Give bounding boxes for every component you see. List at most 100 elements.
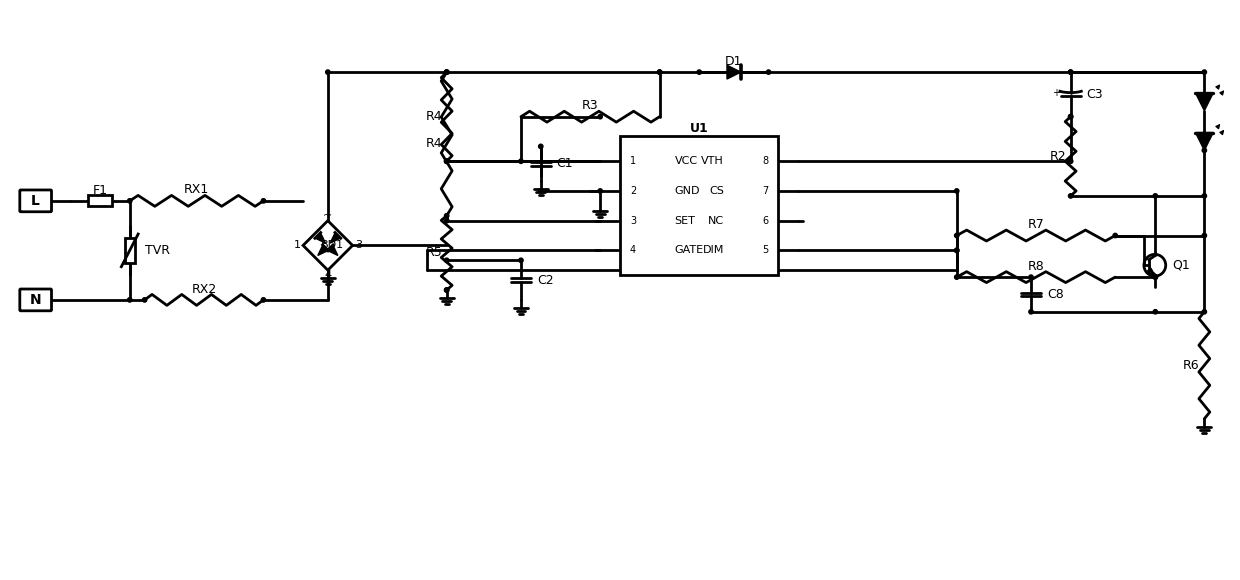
Circle shape: [143, 298, 146, 302]
Circle shape: [1069, 114, 1073, 119]
Text: R2: R2: [1049, 150, 1066, 163]
Circle shape: [444, 213, 449, 218]
Text: R7: R7: [1028, 218, 1044, 231]
Text: D1: D1: [725, 55, 743, 68]
Circle shape: [955, 275, 959, 280]
Text: RX1: RX1: [184, 183, 210, 197]
Text: 3: 3: [630, 216, 636, 226]
Circle shape: [1069, 70, 1073, 74]
Polygon shape: [1195, 132, 1213, 150]
Circle shape: [1029, 275, 1033, 280]
Text: 1: 1: [294, 241, 300, 251]
Text: 5: 5: [763, 245, 769, 255]
Polygon shape: [1195, 93, 1213, 111]
Text: SET: SET: [675, 216, 696, 226]
Bar: [620, 136, 779, 275]
Circle shape: [955, 248, 959, 252]
Circle shape: [1202, 148, 1207, 153]
Text: GATE: GATE: [675, 245, 703, 255]
Text: 7: 7: [763, 186, 769, 196]
Circle shape: [128, 298, 131, 302]
Text: N: N: [30, 293, 41, 307]
Text: NC: NC: [708, 216, 724, 226]
FancyBboxPatch shape: [20, 289, 52, 311]
Circle shape: [1069, 114, 1073, 119]
Text: RX2: RX2: [191, 282, 217, 295]
Circle shape: [766, 70, 771, 74]
Circle shape: [128, 199, 131, 203]
Text: 2: 2: [630, 186, 636, 196]
Circle shape: [1202, 70, 1207, 74]
Polygon shape: [327, 245, 337, 255]
Text: L: L: [31, 194, 40, 208]
Circle shape: [444, 258, 449, 263]
Text: U1: U1: [689, 122, 708, 135]
Text: 4: 4: [325, 270, 331, 280]
Circle shape: [538, 188, 543, 193]
Text: R6: R6: [1183, 359, 1200, 372]
Text: C2: C2: [537, 274, 553, 287]
Text: 3: 3: [355, 241, 362, 251]
Circle shape: [955, 188, 959, 193]
Circle shape: [1202, 194, 1207, 198]
Bar: [125, 237, 135, 263]
Circle shape: [444, 159, 449, 164]
Text: 6: 6: [763, 216, 769, 226]
Circle shape: [444, 70, 449, 74]
Bar: [88, 195, 112, 206]
Circle shape: [326, 70, 330, 74]
Text: 4: 4: [630, 245, 636, 255]
Circle shape: [1153, 310, 1157, 314]
Circle shape: [444, 159, 449, 164]
Text: ~: ~: [324, 211, 332, 221]
Circle shape: [955, 233, 959, 238]
Text: TVR: TVR: [145, 244, 170, 257]
Circle shape: [444, 288, 449, 292]
Circle shape: [444, 70, 449, 74]
Circle shape: [262, 199, 265, 203]
Text: BD1: BD1: [321, 241, 345, 251]
Text: CS: CS: [709, 186, 724, 196]
Circle shape: [1069, 159, 1073, 164]
Text: 8: 8: [763, 156, 769, 166]
Circle shape: [518, 258, 523, 263]
Circle shape: [444, 70, 449, 74]
Text: 1: 1: [630, 156, 636, 166]
Text: VCC: VCC: [675, 156, 698, 166]
Circle shape: [444, 288, 449, 292]
Circle shape: [1153, 194, 1157, 198]
Text: R4: R4: [425, 137, 443, 150]
Circle shape: [697, 70, 702, 74]
Circle shape: [1202, 310, 1207, 314]
Circle shape: [955, 248, 959, 252]
Text: C1: C1: [557, 157, 573, 170]
Circle shape: [1153, 275, 1157, 280]
Circle shape: [1029, 310, 1033, 314]
Circle shape: [262, 298, 265, 302]
FancyBboxPatch shape: [20, 190, 52, 212]
Circle shape: [444, 159, 449, 164]
Circle shape: [1069, 194, 1073, 198]
Circle shape: [657, 70, 662, 74]
Text: R8: R8: [1028, 260, 1044, 273]
Text: GND: GND: [675, 186, 699, 196]
Text: Q1: Q1: [1173, 259, 1190, 272]
Text: C8: C8: [1047, 288, 1064, 301]
Text: R3: R3: [582, 99, 599, 113]
Circle shape: [598, 188, 603, 193]
Text: +: +: [1052, 88, 1060, 97]
Text: F1: F1: [93, 184, 108, 197]
Circle shape: [444, 219, 449, 223]
Polygon shape: [317, 245, 329, 255]
Circle shape: [518, 159, 523, 164]
Circle shape: [1202, 233, 1207, 238]
Circle shape: [538, 144, 543, 148]
Circle shape: [1069, 70, 1073, 74]
Circle shape: [1153, 275, 1157, 280]
Text: R4: R4: [425, 110, 443, 123]
Polygon shape: [330, 233, 341, 243]
Circle shape: [1114, 233, 1117, 238]
Polygon shape: [727, 65, 740, 79]
Circle shape: [598, 114, 603, 119]
Text: DIM: DIM: [703, 245, 724, 255]
